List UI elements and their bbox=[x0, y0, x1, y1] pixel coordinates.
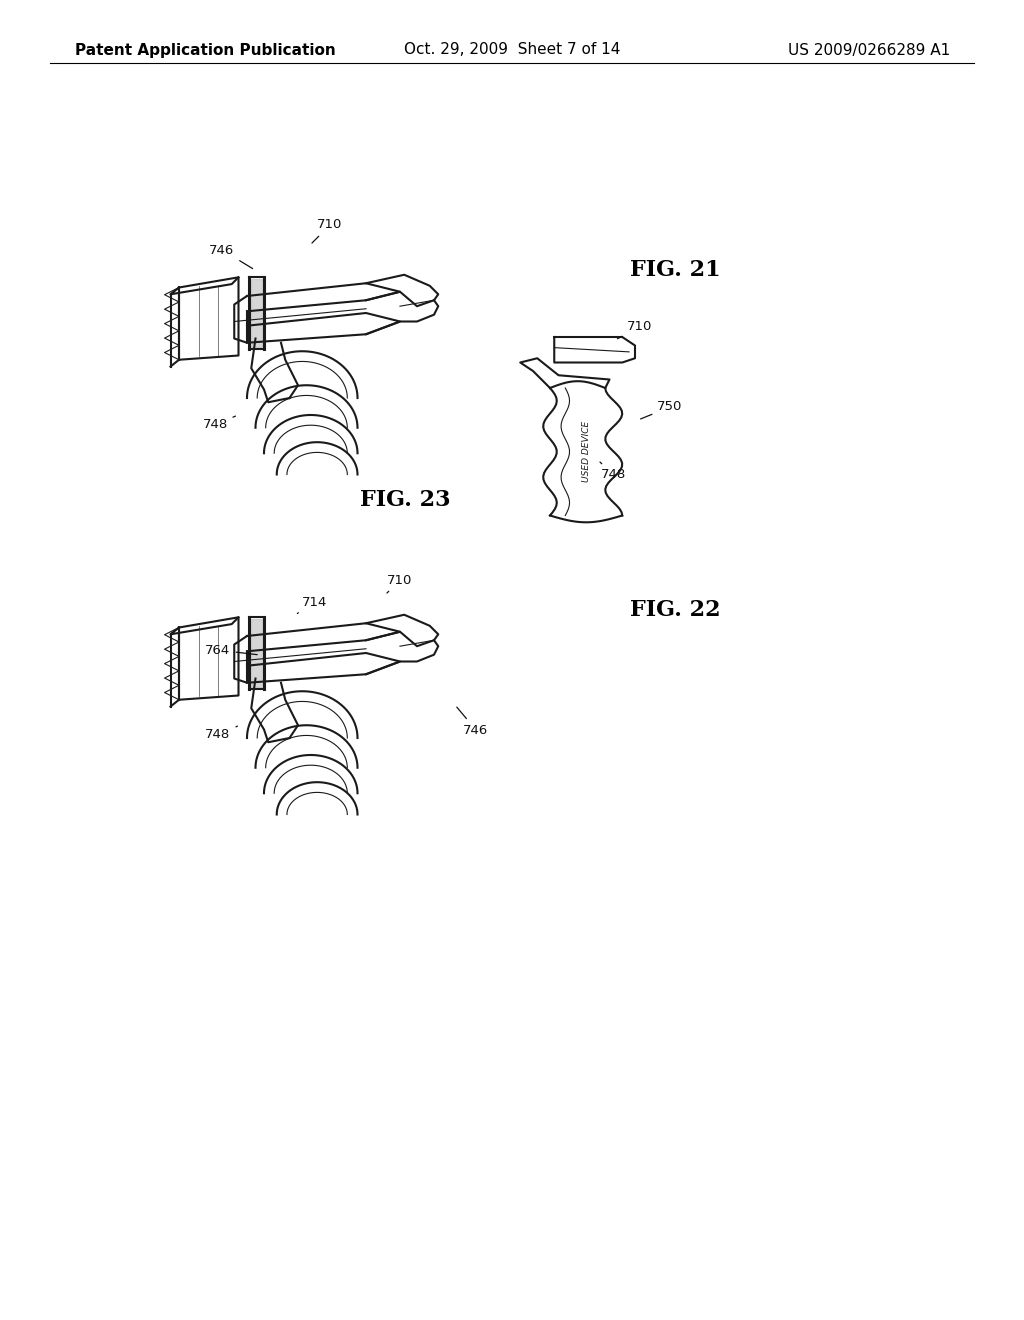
Text: 714: 714 bbox=[297, 595, 328, 614]
Text: 764: 764 bbox=[206, 644, 257, 656]
Text: US 2009/0266289 A1: US 2009/0266289 A1 bbox=[787, 42, 950, 58]
Text: FIG. 21: FIG. 21 bbox=[630, 259, 721, 281]
Text: 746: 746 bbox=[209, 243, 253, 268]
Text: 748: 748 bbox=[600, 462, 626, 482]
Text: 750: 750 bbox=[641, 400, 683, 418]
Text: Oct. 29, 2009  Sheet 7 of 14: Oct. 29, 2009 Sheet 7 of 14 bbox=[403, 42, 621, 58]
Text: 746: 746 bbox=[457, 708, 488, 737]
Text: 748: 748 bbox=[203, 416, 236, 432]
Text: FIG. 23: FIG. 23 bbox=[360, 488, 451, 511]
Text: 710: 710 bbox=[312, 219, 343, 243]
Text: USED DEVICE: USED DEVICE bbox=[582, 421, 591, 482]
Text: FIG. 22: FIG. 22 bbox=[630, 599, 721, 620]
Text: 710: 710 bbox=[617, 321, 652, 339]
Text: Patent Application Publication: Patent Application Publication bbox=[75, 42, 336, 58]
Text: 748: 748 bbox=[206, 726, 238, 742]
Text: 710: 710 bbox=[387, 573, 413, 593]
